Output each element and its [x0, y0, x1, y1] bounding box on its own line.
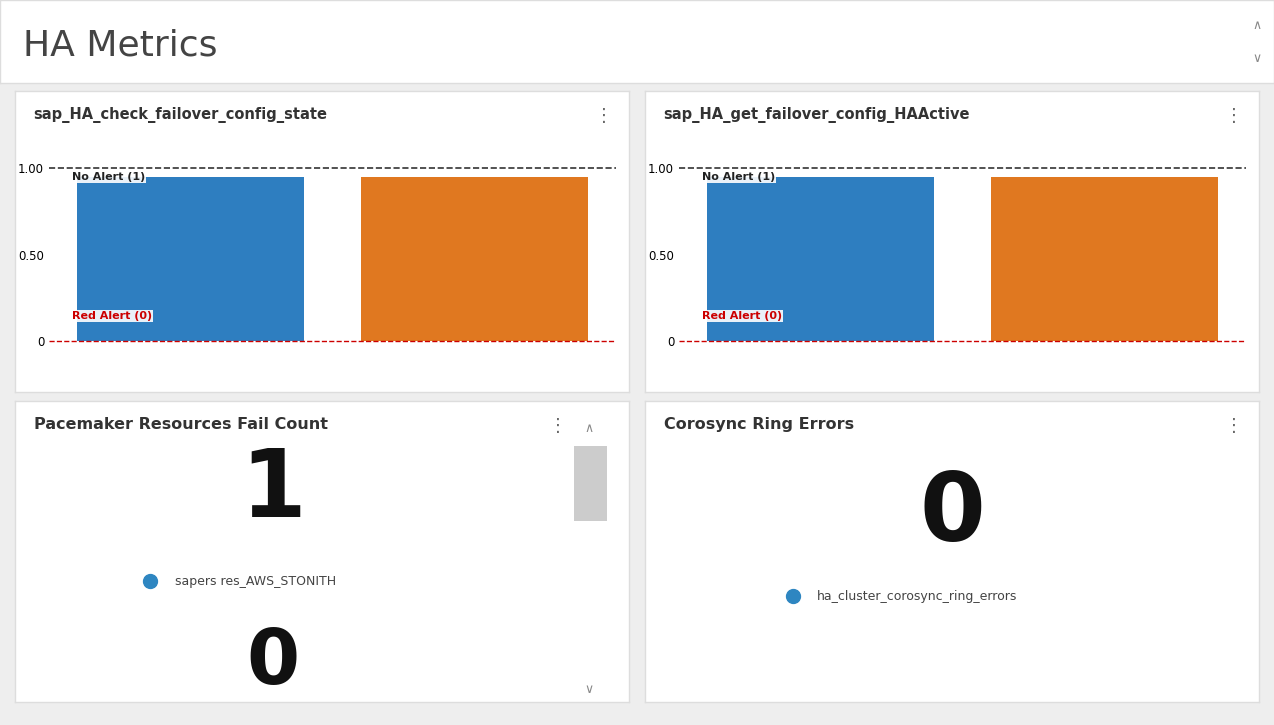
- Bar: [707, 177, 934, 341]
- Text: ⋮: ⋮: [1226, 418, 1243, 436]
- Text: sap_HA_check_failover_config_state: sap_HA_check_failover_config_state: [33, 107, 327, 123]
- Text: ha_cluster_corosync_ring_errors: ha_cluster_corosync_ring_errors: [817, 590, 1018, 603]
- Text: Red Alert (0): Red Alert (0): [702, 311, 782, 321]
- Bar: [991, 177, 1218, 341]
- Text: 0: 0: [246, 626, 299, 700]
- Text: Corosync Ring Errors: Corosync Ring Errors: [664, 418, 854, 433]
- Text: Pacemaker Resources Fail Count: Pacemaker Resources Fail Count: [33, 418, 327, 433]
- Text: ∨: ∨: [585, 683, 594, 696]
- Text: ∧: ∧: [1252, 19, 1261, 31]
- FancyBboxPatch shape: [573, 446, 608, 521]
- Text: ∧: ∧: [585, 421, 594, 434]
- Text: ⋮: ⋮: [1226, 107, 1243, 125]
- Text: No Alert (1): No Alert (1): [71, 172, 145, 182]
- Text: 0: 0: [919, 469, 985, 561]
- Text: 1: 1: [240, 445, 306, 537]
- Text: ∨: ∨: [1252, 52, 1261, 65]
- Text: sapers res_AWS_STONITH: sapers res_AWS_STONITH: [175, 575, 336, 588]
- Text: ⋮: ⋮: [549, 418, 567, 436]
- Text: Red Alert (0): Red Alert (0): [71, 311, 152, 321]
- Text: sap_HA_get_failover_config_HAActive: sap_HA_get_failover_config_HAActive: [664, 107, 971, 123]
- Text: HA Metrics: HA Metrics: [23, 29, 218, 63]
- Bar: [361, 177, 589, 341]
- Text: ⋮: ⋮: [595, 107, 613, 125]
- Text: No Alert (1): No Alert (1): [702, 172, 775, 182]
- Bar: [78, 177, 304, 341]
